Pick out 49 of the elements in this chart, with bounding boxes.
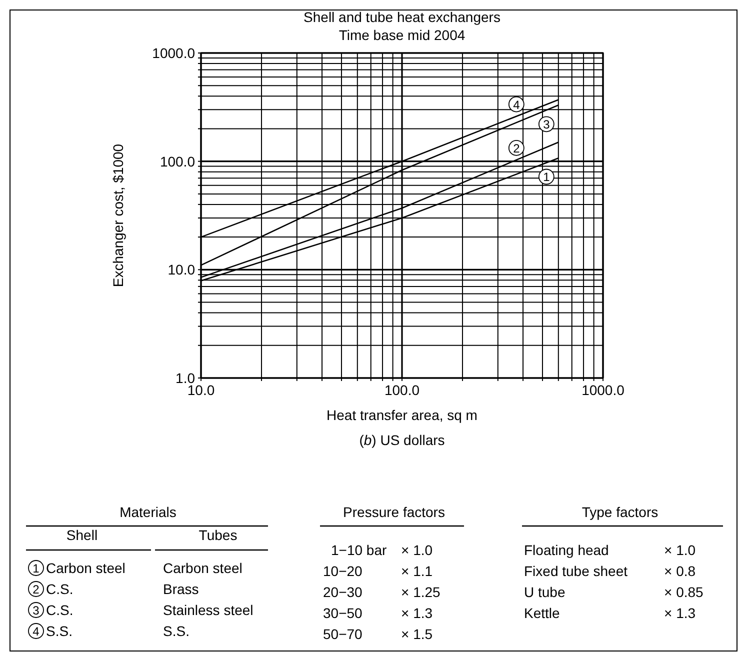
- text: Shell: [66, 527, 98, 543]
- text: (b) US dollars: [359, 432, 445, 448]
- text: C.S.: [46, 602, 74, 618]
- x-axis-title: Heat transfer area, sq m: [326, 407, 478, 423]
- text: Tubes: [198, 527, 238, 543]
- text: × 1.0: [664, 542, 696, 558]
- text: × 0.8: [664, 563, 696, 579]
- legend-label: 3: [32, 604, 40, 618]
- text: S.S.: [163, 623, 190, 639]
- text: Carbon steel: [163, 560, 242, 576]
- text: Stainless steel: [163, 602, 254, 618]
- text: 2: [513, 141, 520, 156]
- text: Kettle: [524, 605, 560, 621]
- text: Floating head: [524, 542, 609, 558]
- y-tick-label: 10.0: [168, 262, 196, 278]
- x-tick-label: 100.0: [384, 382, 420, 398]
- text: × 1.25: [401, 584, 441, 600]
- series-label: 1: [543, 170, 550, 184]
- text: 3: [543, 118, 550, 132]
- text: 10−20: [323, 563, 363, 579]
- chart-subtitle: Time base mid 2004: [338, 27, 466, 43]
- text: Pressure factors: [343, 504, 445, 520]
- text: 20−30: [323, 584, 363, 600]
- text: × 1.3: [664, 605, 696, 621]
- text: C.S.: [46, 581, 74, 597]
- y-tick-label: 100.0: [160, 153, 196, 170]
- legend-label: 4: [32, 624, 40, 638]
- text: × 1.1: [401, 563, 433, 579]
- text: × 1.0: [401, 542, 433, 558]
- text: × 1.5: [401, 626, 433, 642]
- x-tick-label: 1000.0: [582, 382, 625, 398]
- text: Type factors: [582, 504, 658, 520]
- text: Fixed tube sheet: [524, 563, 628, 579]
- text: × 0.85: [664, 584, 704, 600]
- text: 1: [32, 562, 40, 576]
- text: 30−50: [323, 605, 363, 621]
- text: U tube: [524, 584, 566, 600]
- text: S.S.: [46, 623, 72, 639]
- legend-label: 2: [32, 582, 40, 596]
- text: Materials: [120, 504, 176, 520]
- text: 50−70: [323, 626, 363, 642]
- text: × 1.3: [401, 605, 433, 621]
- text: Carbon steel: [46, 560, 126, 576]
- y-axis-title: Exchanger cost, $1000: [110, 144, 126, 288]
- y-tick-label: 1000.0: [152, 45, 196, 61]
- text: 1−10 bar: [331, 542, 387, 558]
- text: Brass: [163, 581, 199, 597]
- text: 4: [513, 98, 520, 112]
- chart-title: Shell and tube heat exchangers: [304, 9, 500, 25]
